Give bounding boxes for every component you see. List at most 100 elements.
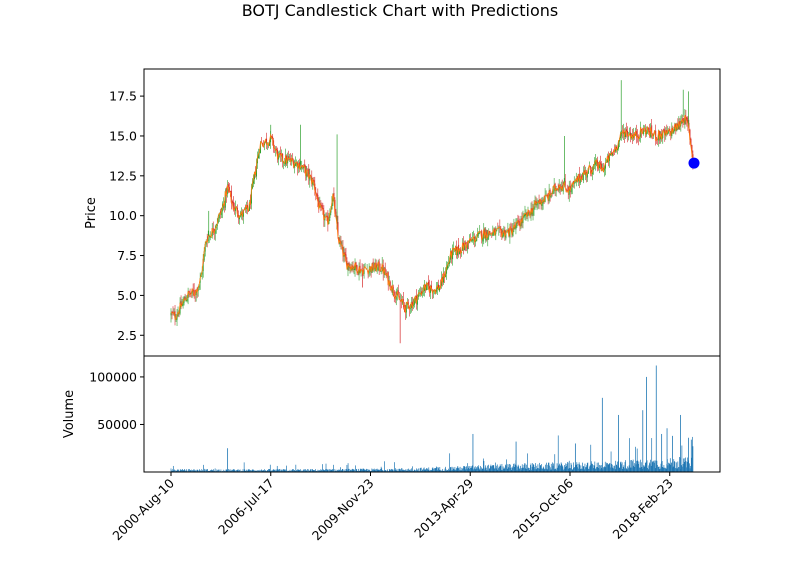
candle-body xyxy=(640,127,642,137)
volume-bar xyxy=(304,469,305,472)
volume-bar xyxy=(543,466,545,472)
volume-bar xyxy=(426,468,427,472)
volume-bar xyxy=(293,470,295,472)
candle-body xyxy=(425,283,427,291)
volume-bar xyxy=(378,469,380,472)
volume-bar xyxy=(690,465,691,472)
candle-body xyxy=(505,233,507,239)
candle xyxy=(446,261,448,280)
volume-bar xyxy=(467,467,469,472)
candle-body xyxy=(449,260,451,264)
candle xyxy=(189,288,191,297)
x-tick-label: 2018-Feb-23 xyxy=(609,476,675,542)
volume-bar xyxy=(496,464,498,472)
volume-bar xyxy=(341,468,343,472)
candle-body xyxy=(618,140,620,149)
candle-body xyxy=(583,170,585,175)
volume-bar xyxy=(560,462,562,472)
candle xyxy=(183,295,185,306)
candle-body xyxy=(329,212,331,218)
candle-body xyxy=(568,186,570,195)
volume-bar xyxy=(196,469,198,472)
volume-bar xyxy=(347,463,349,472)
candle-body xyxy=(375,262,377,272)
candle-body xyxy=(488,231,490,237)
volume-bar xyxy=(171,470,172,472)
volume-bar xyxy=(606,464,608,472)
candle-body xyxy=(405,302,407,313)
volume-spike-bar xyxy=(688,437,690,472)
volume-bar xyxy=(593,465,595,472)
volume-bar xyxy=(254,470,256,472)
candle xyxy=(318,197,320,213)
volume-bar xyxy=(436,467,438,472)
candle-body xyxy=(539,199,541,205)
candle-body xyxy=(331,202,333,210)
volume-bar xyxy=(267,470,269,472)
candle-body xyxy=(234,206,236,211)
volume-bar xyxy=(602,469,604,472)
candle-body xyxy=(447,264,449,269)
volume-bar xyxy=(557,467,559,472)
volume-bar xyxy=(604,461,606,472)
volume-bar xyxy=(589,466,590,472)
volume-bar xyxy=(498,466,500,472)
volume-bar xyxy=(361,469,362,472)
volume-bar xyxy=(379,469,381,472)
volume-bar xyxy=(312,469,314,472)
candle xyxy=(327,210,329,232)
candle-body xyxy=(609,153,611,156)
volume-bar xyxy=(285,470,286,472)
volume-bar xyxy=(423,467,425,472)
volume-bar xyxy=(573,468,575,472)
candle-body xyxy=(280,153,282,156)
volume-bar xyxy=(427,469,428,472)
volume-bar xyxy=(383,470,385,472)
volume-bar xyxy=(231,469,233,472)
volume-bar xyxy=(242,469,244,472)
candle-body xyxy=(646,130,648,135)
volume-bar xyxy=(309,469,311,472)
candle-body xyxy=(236,207,238,215)
volume-bar xyxy=(293,469,294,472)
candle xyxy=(309,168,311,188)
candle xyxy=(534,195,536,210)
volume-bar xyxy=(649,463,651,472)
candle xyxy=(591,166,593,181)
candle xyxy=(410,297,412,313)
volume-spike-bar xyxy=(227,448,229,472)
candle-body xyxy=(489,230,491,234)
candle-body xyxy=(255,165,257,177)
volume-bar xyxy=(657,464,658,472)
candle-body xyxy=(486,229,488,239)
volume-bar xyxy=(518,466,520,472)
volume-bar xyxy=(561,463,563,472)
volume-bar xyxy=(367,468,369,472)
candle-body xyxy=(459,248,461,255)
volume-bar xyxy=(494,468,495,472)
volume-bar xyxy=(501,463,503,472)
volume-bar xyxy=(473,469,474,472)
candle-body xyxy=(533,206,535,210)
volume-bar xyxy=(646,460,648,472)
candle-body xyxy=(579,176,581,183)
volume-bar xyxy=(236,470,238,472)
volume-bar xyxy=(499,466,500,472)
volume-bar xyxy=(270,470,272,472)
volume-bar xyxy=(210,470,211,472)
volume-bar xyxy=(352,468,354,472)
volume-bar xyxy=(291,469,293,472)
candle-body xyxy=(201,270,203,275)
volume-bar xyxy=(559,463,560,472)
volume-bar xyxy=(375,469,376,472)
volume-bar xyxy=(535,463,536,472)
volume-bar xyxy=(470,467,472,472)
candle xyxy=(630,126,632,143)
volume-bar xyxy=(239,469,241,472)
volume-bar xyxy=(622,466,624,472)
candle-body xyxy=(659,131,661,140)
candle-body xyxy=(337,222,339,236)
candle-body xyxy=(295,162,297,166)
volume-bar xyxy=(370,470,372,472)
volume-bar xyxy=(498,468,499,472)
